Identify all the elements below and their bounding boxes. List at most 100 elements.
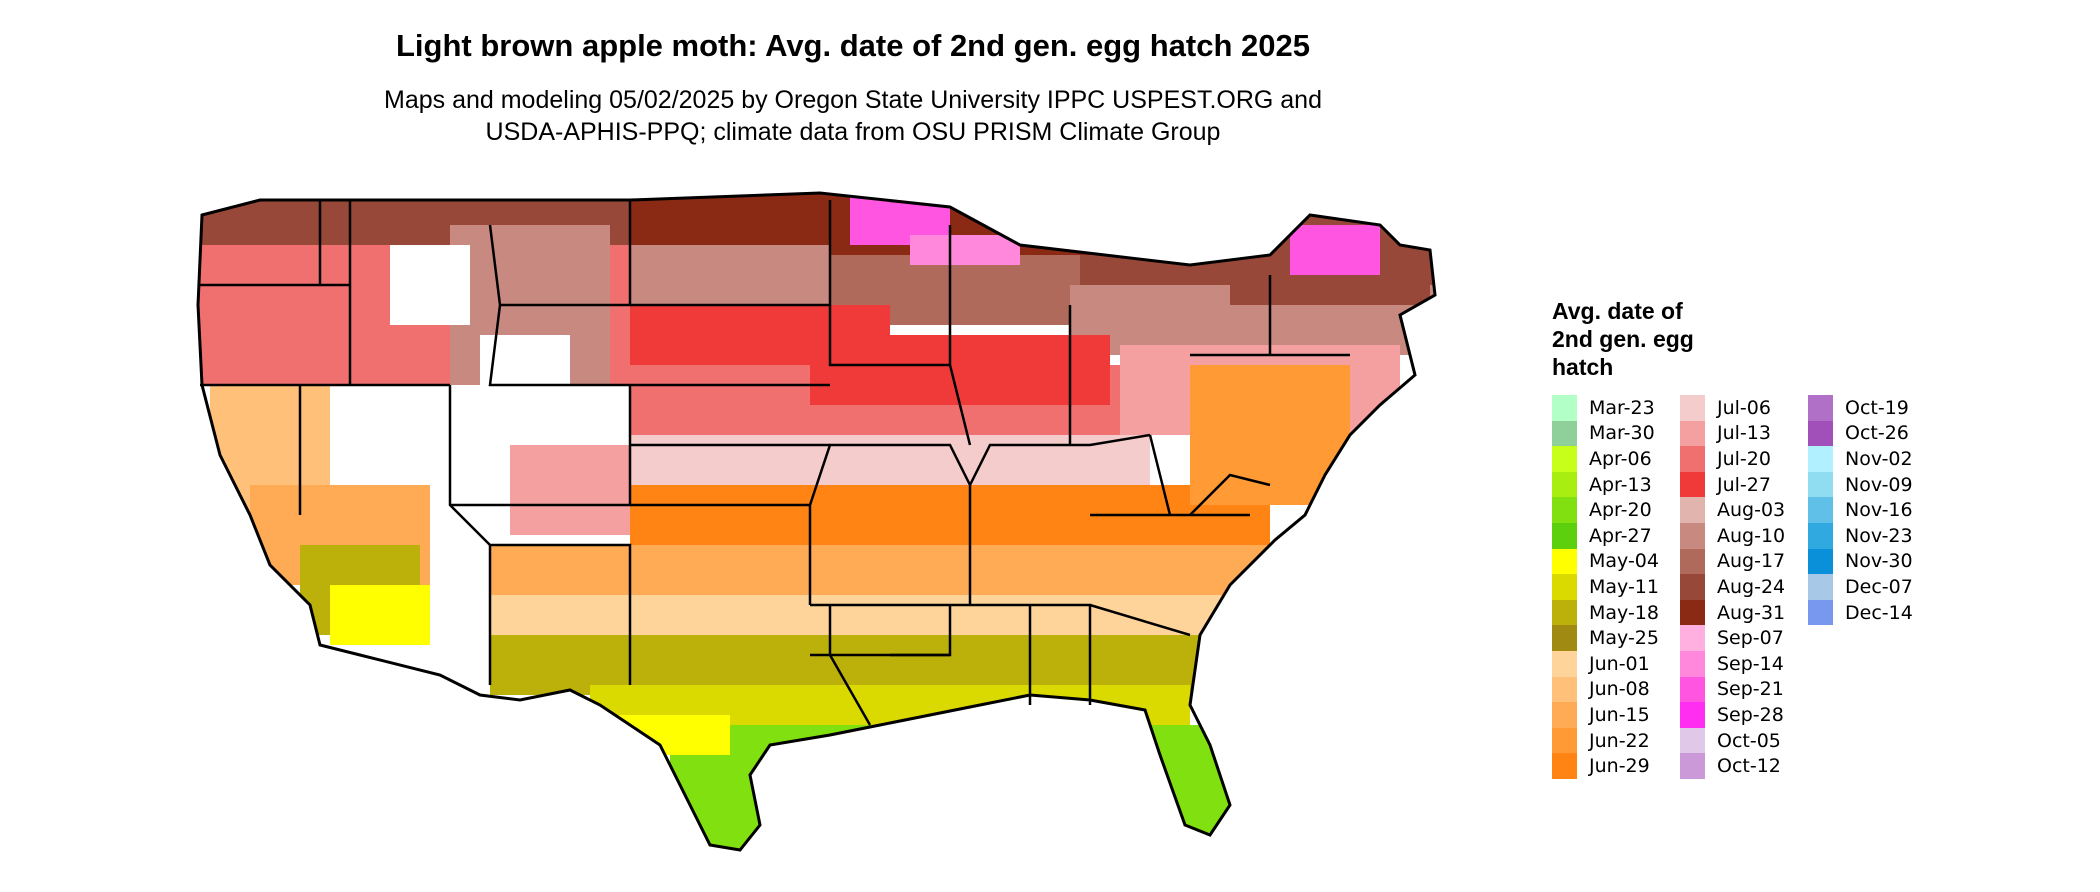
legend-swatch	[1552, 625, 1577, 651]
legend-label: Sep-14	[1717, 652, 1784, 675]
legend-swatch	[1808, 522, 1833, 549]
legend-item: Nov-09	[1808, 471, 1936, 498]
legend-label: Jul-27	[1717, 473, 1771, 496]
legend-label: Aug-24	[1717, 575, 1786, 598]
legend-label: Jun-29	[1589, 755, 1650, 778]
legend-label: Jul-20	[1717, 447, 1771, 470]
legend-swatch	[1552, 574, 1577, 600]
legend-label: Jun-22	[1589, 729, 1650, 752]
us-outline	[196, 191, 1437, 852]
legend-label: Aug-31	[1717, 601, 1786, 624]
legend-label: Dec-07	[1845, 575, 1913, 598]
legend-label: Sep-07	[1717, 627, 1784, 650]
legend-swatch	[1808, 446, 1833, 472]
legend-label: Aug-10	[1717, 524, 1786, 547]
legend-label: Apr-13	[1589, 473, 1652, 496]
legend-swatch	[1680, 395, 1705, 421]
legend-item: Jun-08	[1552, 676, 1680, 703]
legend-swatch	[1680, 650, 1705, 677]
legend-item: Oct-19	[1808, 395, 1936, 421]
legend-item: May-11	[1552, 574, 1680, 600]
legend-label: Jul-06	[1717, 396, 1771, 419]
legend-item: Jul-13	[1680, 420, 1808, 447]
legend: Avg. date of 2nd gen. egg hatch Mar-23 Ma…	[1552, 297, 1936, 779]
legend-item: Nov-02	[1808, 446, 1936, 472]
legend-label: Mar-30	[1589, 422, 1655, 445]
legend-label: Jul-13	[1717, 422, 1771, 445]
legend-swatch	[1552, 471, 1577, 498]
legend-label: May-18	[1589, 601, 1659, 624]
legend-label: Jun-01	[1589, 652, 1650, 675]
legend-label: Sep-28	[1717, 703, 1784, 726]
state-boundaries	[200, 200, 1350, 726]
legend-item: Aug-24	[1680, 574, 1808, 600]
legend-item: May-04	[1552, 548, 1680, 575]
legend-label: Nov-23	[1845, 524, 1913, 547]
legend-item: Oct-12	[1680, 753, 1808, 779]
legend-item: Jun-29	[1552, 753, 1680, 779]
legend-item: Aug-17	[1680, 548, 1808, 575]
legend-swatch	[1680, 497, 1705, 523]
legend-item: Apr-20	[1552, 497, 1680, 523]
legend-item: Jul-27	[1680, 471, 1808, 498]
legend-label: May-04	[1589, 550, 1659, 573]
legend-title-line: 2nd gen. egg	[1552, 326, 1694, 352]
legend-item: Aug-31	[1680, 599, 1808, 626]
legend-swatch	[1552, 420, 1577, 447]
legend-item: Oct-05	[1680, 727, 1808, 754]
legend-swatch	[1808, 574, 1833, 600]
legend-item: Dec-14	[1808, 599, 1936, 626]
legend-label: Apr-06	[1589, 447, 1652, 470]
legend-item: Sep-14	[1680, 650, 1808, 677]
legend-item: Apr-13	[1552, 471, 1680, 498]
legend-item: Mar-23	[1552, 395, 1680, 421]
legend-label: May-25	[1589, 627, 1659, 650]
legend-swatch	[1552, 702, 1577, 728]
subtitle-line-2: USDA-APHIS-PPQ; climate data from OSU PR…	[485, 118, 1221, 146]
legend-item: Nov-16	[1808, 497, 1936, 523]
legend-item: Nov-23	[1808, 522, 1936, 549]
legend-title: Avg. date of 2nd gen. egg hatch	[1552, 297, 1752, 381]
legend-column: Mar-23 Mar-30 Apr-06 Apr-13 Apr-20 Apr-27 May-…	[1552, 395, 1680, 779]
legend-swatch	[1552, 676, 1577, 703]
legend-item: Aug-10	[1680, 522, 1808, 549]
legend-label: Sep-21	[1717, 678, 1784, 701]
legend-swatch	[1808, 599, 1833, 626]
legend-label: Nov-09	[1845, 473, 1913, 496]
legend-swatch	[1552, 497, 1577, 523]
legend-label: Oct-05	[1717, 729, 1781, 752]
legend-item: Mar-30	[1552, 420, 1680, 447]
legend-item: May-18	[1552, 599, 1680, 626]
legend-swatch	[1680, 548, 1705, 575]
legend-item: Apr-06	[1552, 446, 1680, 472]
legend-swatch	[1552, 599, 1577, 626]
legend-swatch	[1552, 650, 1577, 677]
legend-label: Oct-26	[1845, 422, 1909, 445]
legend-swatch	[1552, 727, 1577, 754]
legend-swatch	[1680, 599, 1705, 626]
legend-swatch	[1680, 471, 1705, 498]
legend-swatch	[1680, 727, 1705, 754]
legend-swatch	[1808, 395, 1833, 421]
legend-label: Dec-14	[1845, 601, 1913, 624]
legend-label: Mar-23	[1589, 396, 1655, 419]
legend-item: Dec-07	[1808, 574, 1936, 600]
legend-item: Sep-21	[1680, 676, 1808, 703]
legend-swatch	[1680, 420, 1705, 447]
legend-swatch	[1680, 676, 1705, 703]
map-title: Light brown apple moth: Avg. date of 2nd…	[396, 28, 1310, 63]
legend-title-line: hatch	[1552, 354, 1614, 380]
legend-swatch	[1680, 522, 1705, 549]
legend-swatch	[1680, 753, 1705, 779]
map-subtitle: Maps and modeling 05/02/2025 by Oregon S…	[0, 84, 1706, 148]
legend-title-line: Avg. date of	[1552, 298, 1683, 324]
legend-label: Jun-08	[1589, 678, 1650, 701]
legend-item: Jun-15	[1552, 702, 1680, 728]
legend-item: Nov-30	[1808, 548, 1936, 575]
legend-item: Sep-07	[1680, 625, 1808, 651]
legend-swatch	[1680, 446, 1705, 472]
legend-column: Jul-06 Jul-13 Jul-20 Jul-27 Aug-03 Aug-10 Aug-…	[1680, 395, 1808, 779]
subtitle-line-1: Maps and modeling 05/02/2025 by Oregon S…	[384, 86, 1322, 114]
legend-swatch	[1808, 471, 1833, 498]
legend-item: May-25	[1552, 625, 1680, 651]
